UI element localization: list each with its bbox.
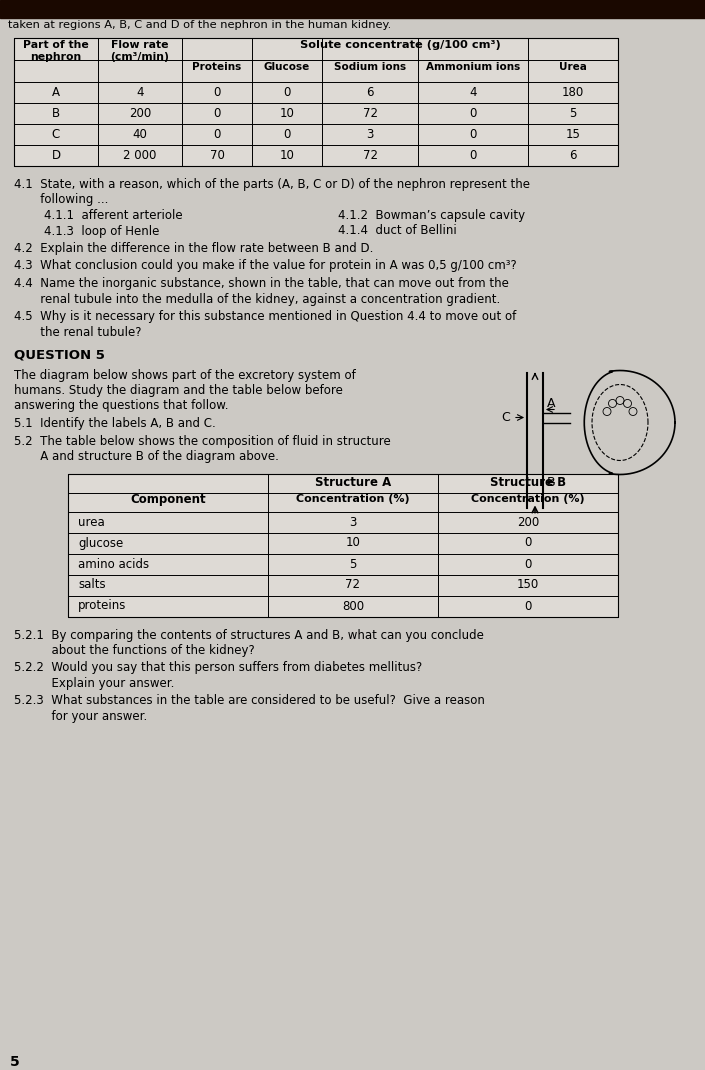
Text: 6: 6 xyxy=(367,86,374,100)
Text: Urea: Urea xyxy=(559,62,587,72)
Text: 200: 200 xyxy=(129,107,151,120)
Text: 4.4  Name the inorganic substance, shown in the table, that can move out from th: 4.4 Name the inorganic substance, shown … xyxy=(14,277,509,290)
Text: 0: 0 xyxy=(283,128,290,141)
Text: 0: 0 xyxy=(470,149,477,162)
Text: 5: 5 xyxy=(10,1055,20,1069)
Text: humans. Study the diagram and the table below before: humans. Study the diagram and the table … xyxy=(14,384,343,397)
Text: taken at regions A, B, C and D of the nephron in the human kidney.: taken at regions A, B, C and D of the ne… xyxy=(8,20,391,30)
Text: 3: 3 xyxy=(349,516,357,529)
Text: Sodium ions: Sodium ions xyxy=(334,62,406,72)
Text: A and structure B of the diagram above.: A and structure B of the diagram above. xyxy=(14,450,279,463)
Text: 4.1.2  Bowman’s capsule cavity: 4.1.2 Bowman’s capsule cavity xyxy=(338,209,525,221)
Text: 4: 4 xyxy=(136,86,144,100)
Text: 4.2  Explain the difference in the flow rate between B and D.: 4.2 Explain the difference in the flow r… xyxy=(14,242,374,255)
Bar xyxy=(14,39,618,166)
Text: 10: 10 xyxy=(280,149,295,162)
Text: 180: 180 xyxy=(562,86,584,100)
Text: Solute concentrate (g/100 cm³): Solute concentrate (g/100 cm³) xyxy=(300,40,501,50)
Text: 72: 72 xyxy=(362,107,377,120)
Text: Explain your answer.: Explain your answer. xyxy=(14,677,174,690)
Text: 4.3  What conclusion could you make if the value for protein in A was 0,5 g/100 : 4.3 What conclusion could you make if th… xyxy=(14,260,517,273)
Text: 0: 0 xyxy=(214,107,221,120)
Text: Study the table below, which shows the flow rate and concentration of certain su: Study the table below, which shows the f… xyxy=(8,6,522,16)
Text: D: D xyxy=(51,149,61,162)
Text: 150: 150 xyxy=(517,579,539,592)
Text: 5.2.1  By comparing the contents of structures A and B, what can you conclude: 5.2.1 By comparing the contents of struc… xyxy=(14,628,484,642)
Text: Structure A: Structure A xyxy=(315,475,391,489)
Text: 5: 5 xyxy=(349,557,357,570)
Text: about the functions of the kidney?: about the functions of the kidney? xyxy=(14,644,255,657)
Text: 5.2.3  What substances in the table are considered to be useful?  Give a reason: 5.2.3 What substances in the table are c… xyxy=(14,694,485,707)
Text: B: B xyxy=(52,107,60,120)
Text: 5: 5 xyxy=(570,107,577,120)
Text: The diagram below shows part of the excretory system of: The diagram below shows part of the excr… xyxy=(14,368,356,382)
Text: 0: 0 xyxy=(525,536,532,550)
Text: for your answer.: for your answer. xyxy=(14,710,147,723)
Text: C: C xyxy=(501,411,510,424)
Text: Proteins: Proteins xyxy=(192,62,242,72)
Text: 4: 4 xyxy=(470,86,477,100)
Text: proteins: proteins xyxy=(78,599,126,612)
Text: 800: 800 xyxy=(342,599,364,612)
Text: 0: 0 xyxy=(214,86,221,100)
Text: Part of the
nephron: Part of the nephron xyxy=(23,40,89,62)
Text: Concentration (%): Concentration (%) xyxy=(471,493,585,504)
Text: 72: 72 xyxy=(362,149,377,162)
Text: the renal tubule?: the renal tubule? xyxy=(14,325,142,338)
Text: 40: 40 xyxy=(133,128,147,141)
Text: 0: 0 xyxy=(283,86,290,100)
Text: Glucose: Glucose xyxy=(264,62,310,72)
Text: 0: 0 xyxy=(525,599,532,612)
Text: following ...: following ... xyxy=(14,194,109,207)
Text: 0: 0 xyxy=(470,107,477,120)
Text: 70: 70 xyxy=(209,149,224,162)
Text: 4.1.1  afferent arteriole: 4.1.1 afferent arteriole xyxy=(44,209,183,221)
Text: A: A xyxy=(547,397,556,410)
Text: B: B xyxy=(547,476,556,489)
Text: 0: 0 xyxy=(470,128,477,141)
Text: 4.1.4  duct of Bellini: 4.1.4 duct of Bellini xyxy=(338,225,457,238)
Text: Component: Component xyxy=(130,493,206,506)
Text: C: C xyxy=(52,128,60,141)
Text: A: A xyxy=(52,86,60,100)
Text: glucose: glucose xyxy=(78,536,123,550)
Text: 3: 3 xyxy=(367,128,374,141)
Text: 2 000: 2 000 xyxy=(123,149,157,162)
Text: 5.2.2  Would you say that this person suffers from diabetes mellitus?: 5.2.2 Would you say that this person suf… xyxy=(14,661,422,674)
Text: 5.1  Identify the labels A, B and C.: 5.1 Identify the labels A, B and C. xyxy=(14,417,216,430)
Text: Ammonium ions: Ammonium ions xyxy=(426,62,520,72)
Text: 10: 10 xyxy=(345,536,360,550)
Text: 0: 0 xyxy=(525,557,532,570)
Text: 5.2  The table below shows the composition of fluid in structure: 5.2 The table below shows the compositio… xyxy=(14,434,391,447)
Text: answering the questions that follow.: answering the questions that follow. xyxy=(14,399,228,413)
Text: Structure B: Structure B xyxy=(490,475,566,489)
Text: 200: 200 xyxy=(517,516,539,529)
Text: Concentration (%): Concentration (%) xyxy=(296,493,410,504)
Text: 6: 6 xyxy=(569,149,577,162)
Text: 4.5  Why is it necessary for this substance mentioned in Question 4.4 to move ou: 4.5 Why is it necessary for this substan… xyxy=(14,310,516,323)
Bar xyxy=(0,0,705,18)
Text: salts: salts xyxy=(78,579,106,592)
Text: amino acids: amino acids xyxy=(78,557,149,570)
Bar xyxy=(68,474,618,616)
Text: 4.1  State, with a reason, which of the parts (A, B, C or D) of the nephron repr: 4.1 State, with a reason, which of the p… xyxy=(14,178,530,192)
Text: Flow rate
(cm³/min): Flow rate (cm³/min) xyxy=(111,40,169,62)
Text: 0: 0 xyxy=(214,128,221,141)
Text: 72: 72 xyxy=(345,579,360,592)
Text: 10: 10 xyxy=(280,107,295,120)
Text: 4.1.3  loop of Henle: 4.1.3 loop of Henle xyxy=(44,225,159,238)
Text: 15: 15 xyxy=(565,128,580,141)
Text: renal tubule into the medulla of the kidney, against a concentration gradient.: renal tubule into the medulla of the kid… xyxy=(14,292,501,306)
Text: urea: urea xyxy=(78,516,105,529)
Text: QUESTION 5: QUESTION 5 xyxy=(14,349,105,362)
